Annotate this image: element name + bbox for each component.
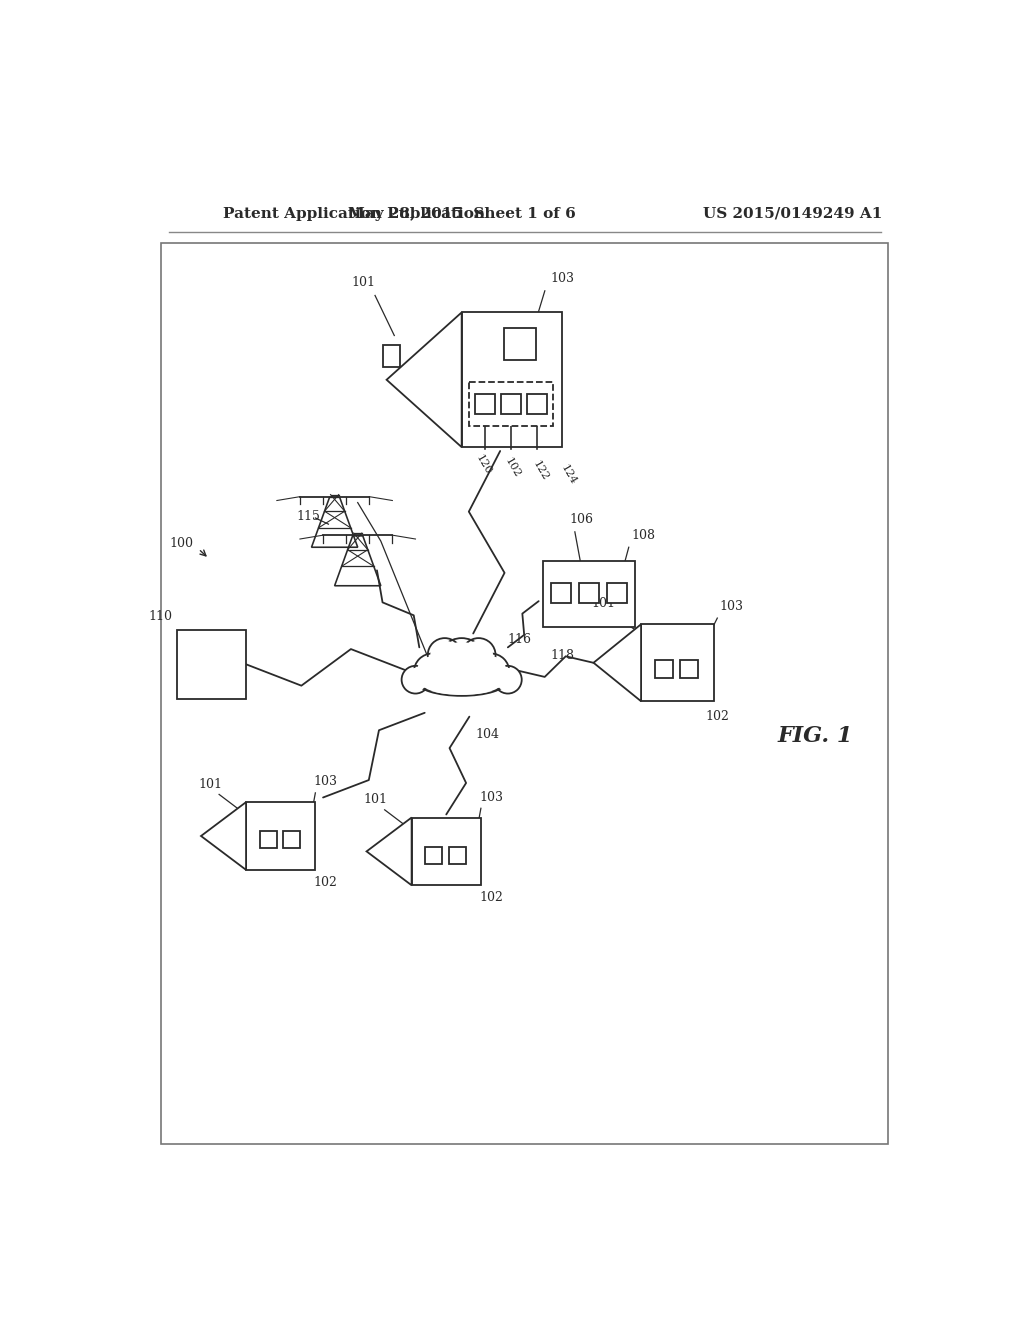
Bar	[655, 660, 674, 678]
Text: 120: 120	[474, 453, 494, 477]
Bar	[449, 847, 466, 863]
Text: FIG. 1: FIG. 1	[777, 725, 853, 747]
Bar	[504, 327, 537, 360]
Bar	[383, 345, 399, 367]
Text: 103: 103	[550, 272, 574, 285]
Bar	[246, 803, 315, 870]
Text: 101: 101	[199, 777, 222, 791]
Circle shape	[440, 642, 482, 684]
Polygon shape	[367, 817, 412, 886]
Text: 102: 102	[503, 457, 522, 480]
Bar	[425, 847, 442, 863]
Circle shape	[475, 656, 507, 688]
Text: 106: 106	[569, 513, 594, 527]
Bar	[680, 660, 698, 678]
Bar	[579, 583, 599, 603]
Bar	[607, 583, 627, 603]
Polygon shape	[387, 313, 462, 447]
Circle shape	[430, 640, 459, 669]
Circle shape	[472, 653, 509, 690]
Text: 110: 110	[148, 610, 173, 623]
Text: 102: 102	[479, 891, 503, 904]
Text: 103: 103	[479, 791, 504, 804]
Bar	[260, 832, 276, 849]
Ellipse shape	[418, 668, 506, 696]
Text: 115: 115	[296, 510, 319, 523]
Polygon shape	[201, 803, 246, 870]
Circle shape	[403, 668, 427, 692]
Text: 104: 104	[475, 729, 500, 742]
Bar	[501, 395, 521, 414]
Circle shape	[464, 640, 493, 669]
Text: 118: 118	[550, 649, 574, 661]
Text: 103: 103	[313, 775, 338, 788]
Text: 100: 100	[170, 537, 194, 550]
Text: 122: 122	[530, 459, 550, 483]
Ellipse shape	[423, 675, 501, 694]
Text: May 28, 2015  Sheet 1 of 6: May 28, 2015 Sheet 1 of 6	[348, 207, 575, 220]
Text: Patent Application Publication: Patent Application Publication	[223, 207, 485, 220]
Text: 101: 101	[364, 793, 388, 807]
Bar	[162, 243, 888, 1144]
Text: 102: 102	[313, 876, 338, 890]
Bar	[283, 832, 300, 849]
Text: 102: 102	[706, 710, 730, 723]
Circle shape	[414, 653, 451, 690]
Bar	[412, 817, 481, 886]
Circle shape	[401, 665, 429, 693]
Bar	[462, 313, 562, 447]
Text: 124: 124	[559, 462, 578, 486]
Bar	[641, 624, 714, 701]
Circle shape	[462, 638, 496, 672]
Circle shape	[496, 668, 519, 692]
Bar	[551, 583, 570, 603]
Circle shape	[437, 638, 486, 688]
Circle shape	[417, 656, 449, 688]
Text: 101: 101	[351, 276, 376, 289]
Bar	[469, 381, 553, 426]
Text: 101: 101	[591, 598, 615, 610]
Circle shape	[494, 665, 521, 693]
Bar	[475, 395, 496, 414]
Circle shape	[428, 638, 462, 672]
Text: 108: 108	[631, 529, 655, 543]
Text: 103: 103	[720, 599, 743, 612]
Text: 116: 116	[508, 634, 531, 647]
Bar	[543, 561, 635, 627]
Bar	[177, 630, 246, 700]
Text: US 2015/0149249 A1: US 2015/0149249 A1	[703, 207, 883, 220]
Bar	[526, 395, 547, 414]
Polygon shape	[594, 624, 641, 701]
